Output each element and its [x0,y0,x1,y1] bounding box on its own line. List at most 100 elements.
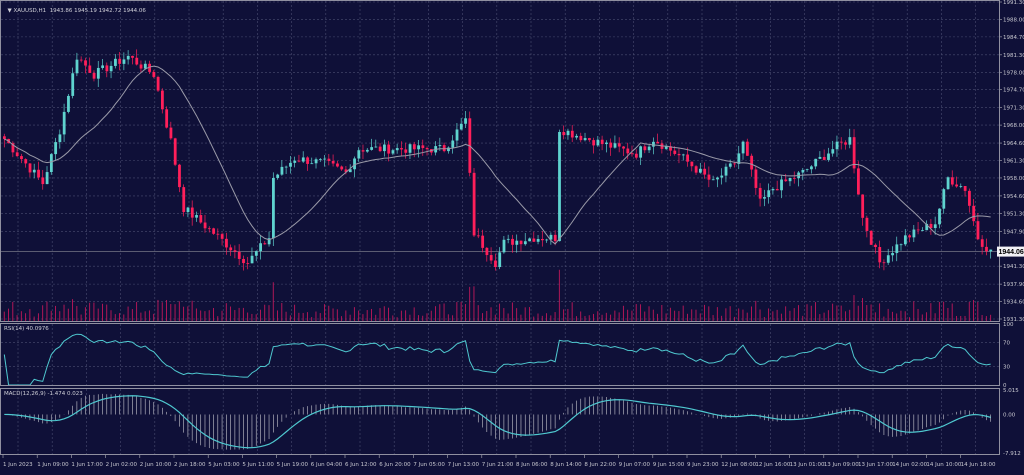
volume-bar [413,307,415,321]
volume-bar [447,314,449,321]
volume-bar [951,303,953,321]
symbol-label: XAUUSD,H1 [13,8,47,14]
bear-candle [378,146,382,152]
volume-bar [503,308,505,321]
bull-candle [293,160,297,163]
volume-bar [55,305,56,321]
bear-candle [331,160,335,164]
bull-candle [267,238,271,245]
price-tick-label: 1954.60 [1003,194,1024,200]
bull-candle [763,197,766,199]
volume-bar [89,302,91,321]
bear-candle [135,57,139,65]
bear-candle [421,145,425,149]
bear-candle [511,238,514,245]
volume-bar [682,305,684,321]
volume-bar [42,305,44,321]
macd-tick-label: 0.00 [1003,412,1016,418]
volume-bar [810,305,812,321]
bear-candle [118,58,122,64]
bear-candle [28,163,32,173]
volume-bar [383,306,385,321]
bull-candle [122,59,126,64]
bull-candle [583,138,587,141]
volume-bar [388,307,389,321]
volume-bar [930,303,932,321]
bull-candle [126,55,130,60]
bear-candle [412,144,416,150]
volume-bar [891,311,893,321]
bull-candle [464,118,467,124]
price-axis[interactable]: 1991.30 1988.00 1984.70 1981.30 1978.00 1974.… [1000,0,1024,323]
volume-bar [191,300,193,321]
bear-candle [758,187,762,199]
volume-bar [964,315,966,321]
bear-candle [442,145,446,152]
volume-bar [76,305,78,321]
volume-bar [657,313,659,321]
time-tick-label: 1 Jun 09:00 [37,462,69,468]
price-tick-label: 1951.30 [1003,211,1024,217]
bull-candle [848,137,852,145]
volume-bar [610,314,612,321]
bull-candle [805,169,809,171]
volume-bar [853,295,855,321]
volume-bar [247,312,249,321]
volume-bar [691,309,693,321]
bull-candle [938,208,941,225]
bull-candle [506,238,510,240]
moving-average-line [4,65,991,245]
rsi-label: RSI(14) 40.0976 [4,326,49,332]
volume-bar [622,305,624,321]
time-tick-label: 2 Jun 02:00 [106,462,138,468]
volume-bar [119,313,120,321]
bull-candle [720,175,724,178]
volume-bar [725,308,727,321]
time-tick-label: 1 Jun 2023 [3,462,33,468]
bear-candle [485,247,489,256]
volume-bar [285,311,287,321]
bear-candle [626,148,630,154]
volume-bar [896,313,898,321]
volume-bar [277,310,278,321]
volume-bar [213,307,214,321]
volume-bar [435,306,436,321]
bull-candle [737,153,741,164]
bear-candle [908,235,912,238]
rsi-panel-border [0,323,1000,386]
volume-bar [934,313,936,321]
volume-bars [3,269,992,321]
bear-candle [669,146,672,151]
dropdown-triangle-icon[interactable]: ▼ [7,8,14,14]
price-tick-label: 1964.60 [1003,141,1024,147]
bull-candle [741,141,745,154]
volume-bar [665,313,667,321]
bear-candle [861,194,865,218]
main-panel-border [0,0,1000,322]
bear-candle [203,222,207,229]
bull-candle [62,111,66,135]
bear-candle [199,215,203,223]
volume-bar [832,303,834,321]
bear-candle [839,141,843,143]
volume-bar [921,314,923,321]
volume-bar [131,309,133,321]
price-tick-label: 1958.00 [1003,176,1024,182]
bull-candle [575,135,578,138]
time-axis[interactable]: 1 Jun 2023 1 Jun 09:00 1 Jun 17:00 2 Jun 02… [2,455,996,468]
bull-candle [664,146,668,149]
price-tick-label: 1981.30 [1003,53,1024,59]
bull-candle [314,159,318,164]
time-tick-label: 12 Jun 16:00 [755,462,790,468]
volume-bar [324,304,325,321]
bull-candle [545,239,549,241]
bear-candle [165,109,169,128]
volume-bar [242,307,244,321]
volume-bar [798,305,799,321]
time-tick-label: 2 Jun 10:00 [140,462,172,468]
volume-bar [977,301,979,321]
bear-candle [703,168,707,175]
bull-candle [395,148,399,151]
bull-candle [647,146,651,151]
